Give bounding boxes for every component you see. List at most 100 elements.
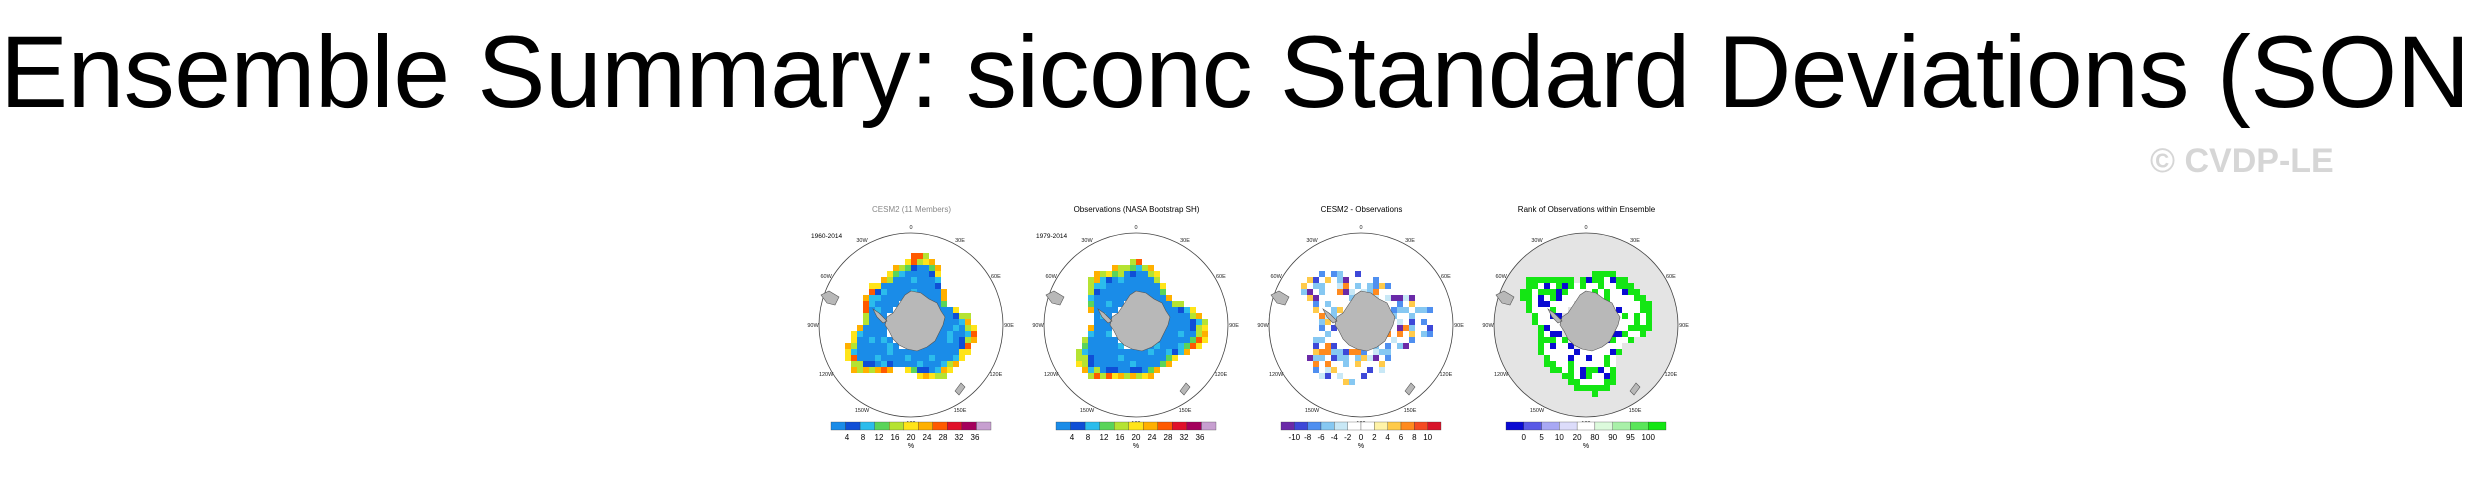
longitude-label: 150W [855, 408, 870, 414]
longitude-label: 120W [1044, 372, 1059, 378]
longitude-label: 30W [856, 238, 868, 244]
longitude-label: 0 [1134, 225, 1137, 231]
longitude-label: 150W [1080, 408, 1095, 414]
longitude-label: 60E [1441, 274, 1451, 280]
panel-title: CESM2 - Observations [1320, 205, 1403, 214]
longitude-label: 60E [1666, 274, 1676, 280]
polar-map: 030E60E90E120E150E180150W120W90W60W30W [1032, 225, 1239, 425]
colorbar-tick-label: 12 [874, 433, 884, 442]
colorbar-tick-label: 20 [1131, 433, 1141, 442]
longitude-label: 150E [1179, 408, 1192, 414]
colorbar-units: % [1582, 443, 1590, 450]
colorbar-tick-label: 10 [1554, 433, 1564, 442]
longitude-label: 30W [1081, 238, 1093, 244]
colorbar-tick-label: 0 [1358, 433, 1364, 442]
longitude-label: 30E [1180, 238, 1190, 244]
colorbar [830, 421, 992, 431]
longitude-label: 120W [1494, 372, 1509, 378]
colorbar [1505, 421, 1667, 431]
panel-title: Observations (NASA Bootstrap SH) [1073, 205, 1200, 214]
longitude-label: 90W [1482, 323, 1494, 329]
longitude-label: 90E [1679, 323, 1689, 329]
panel-title: Rank of Observations within Ensemble [1517, 205, 1656, 214]
polar-map: 030E60E90E120E150E180150W120W90W60W30W [1482, 225, 1689, 425]
longitude-label: 0 [1584, 225, 1587, 231]
colorbar-tick-label: -8 [1304, 433, 1312, 442]
colorbar-tick-label: 4 [1385, 433, 1390, 442]
longitude-label: 30E [1405, 238, 1415, 244]
longitude-label: 150E [1629, 408, 1642, 414]
period-label: 1979-2014 [1036, 233, 1068, 240]
longitude-label: 120E [1214, 372, 1227, 378]
longitude-label: 90E [1454, 323, 1464, 329]
longitude-label: 150W [1530, 408, 1545, 414]
longitude-label: 90E [1004, 323, 1014, 329]
colorbar-tick-label: 95 [1625, 433, 1635, 442]
longitude-label: 120W [1269, 372, 1284, 378]
longitude-label: 0 [1359, 225, 1362, 231]
colorbar-units: % [1357, 443, 1365, 450]
longitude-label: 60W [1270, 274, 1282, 280]
longitude-label: 30E [1630, 238, 1640, 244]
map-panel-rank: Rank of Observations within Ensemble 0 30… [1474, 205, 1699, 450]
colorbar-tick-label: 8 [1085, 433, 1091, 442]
map-panel-difference: CESM2 - Observations 0 30E 60E 90E 120E 150E 1… [1249, 205, 1474, 450]
colorbar-tick-label: 28 [938, 433, 948, 442]
colorbar [1055, 421, 1217, 431]
longitude-label: 30E [955, 238, 965, 244]
colorbar-tick-label: 16 [1115, 433, 1125, 442]
colorbar-tick-label: 100 [1641, 433, 1655, 442]
longitude-label: 60E [991, 274, 1001, 280]
colorbar-tick-label: 6 [1398, 433, 1404, 442]
longitude-label: 60E [1216, 274, 1226, 280]
colorbar-tick-label: 32 [954, 433, 964, 442]
longitude-label: 60W [1495, 274, 1507, 280]
longitude-label: 90W [1032, 323, 1044, 329]
colorbar-tick-label: 0 [1521, 433, 1526, 442]
map-panel-cesm2: CESM2 (11 Members) 1960-2014 0 30E 60E 90E 1… [799, 205, 1024, 450]
longitude-label: 150W [1305, 408, 1320, 414]
colorbar-tick-label: 2 [1372, 433, 1377, 442]
colorbar-tick-label: 90 [1608, 433, 1618, 442]
longitude-label: 30W [1531, 238, 1543, 244]
period-label: 1960-2014 [811, 233, 843, 240]
longitude-label: 150E [954, 408, 967, 414]
colorbar-tick-label: 8 [1412, 433, 1417, 442]
colorbar-tick-label: 20 [906, 433, 916, 442]
colorbar-units: % [907, 443, 915, 450]
panel-title: CESM2 (11 Members) [872, 205, 951, 214]
colorbar-tick-label: 10 [1423, 433, 1433, 442]
colorbar-tick-label: -10 [1288, 433, 1301, 442]
longitude-label: 90W [1257, 323, 1269, 329]
colorbar-tick-label: 24 [1147, 433, 1157, 442]
colorbar-tick-label: -2 [1344, 433, 1352, 442]
longitude-label: 60W [1045, 274, 1057, 280]
colorbar-tick-label: 12 [1099, 433, 1109, 442]
longitude-label: 60W [820, 274, 832, 280]
longitude-label: 90W [807, 323, 819, 329]
longitude-label: 30W [1306, 238, 1318, 244]
colorbar-tick-label: 28 [1163, 433, 1173, 442]
longitude-label: 120E [989, 372, 1002, 378]
page-title: Ensemble Summary: siconc Standard Deviat… [0, 15, 2470, 129]
polar-map: 030E60E90E120E150E180150W120W90W60W30W [1257, 225, 1464, 425]
colorbar-tick-label: 32 [1179, 433, 1189, 442]
colorbar-tick-label: 16 [890, 433, 900, 442]
colorbar-tick-label: 4 [1069, 433, 1075, 442]
colorbar-tick-label: -6 [1317, 433, 1325, 442]
longitude-label: 120E [1439, 372, 1452, 378]
colorbar-tick-label: 24 [922, 433, 932, 442]
colorbar-tick-label: 36 [970, 433, 980, 442]
colorbar-tick-label: 80 [1590, 433, 1600, 442]
longitude-label: 150E [1404, 408, 1417, 414]
colorbar [1280, 421, 1442, 431]
colorbar-tick-label: 5 [1539, 433, 1544, 442]
colorbar-tick-label: 36 [1195, 433, 1205, 442]
colorbar-tick-label: 20 [1572, 433, 1582, 442]
colorbar-units: % [1132, 443, 1140, 450]
longitude-label: 120W [819, 372, 834, 378]
longitude-label: 90E [1229, 323, 1239, 329]
polar-map: 030E60E90E120E150E180150W120W90W60W30W [807, 225, 1014, 425]
longitude-label: 120E [1664, 372, 1677, 378]
map-panel-observations: Observations (NASA Bootstrap SH) 1979-20… [1024, 205, 1249, 450]
